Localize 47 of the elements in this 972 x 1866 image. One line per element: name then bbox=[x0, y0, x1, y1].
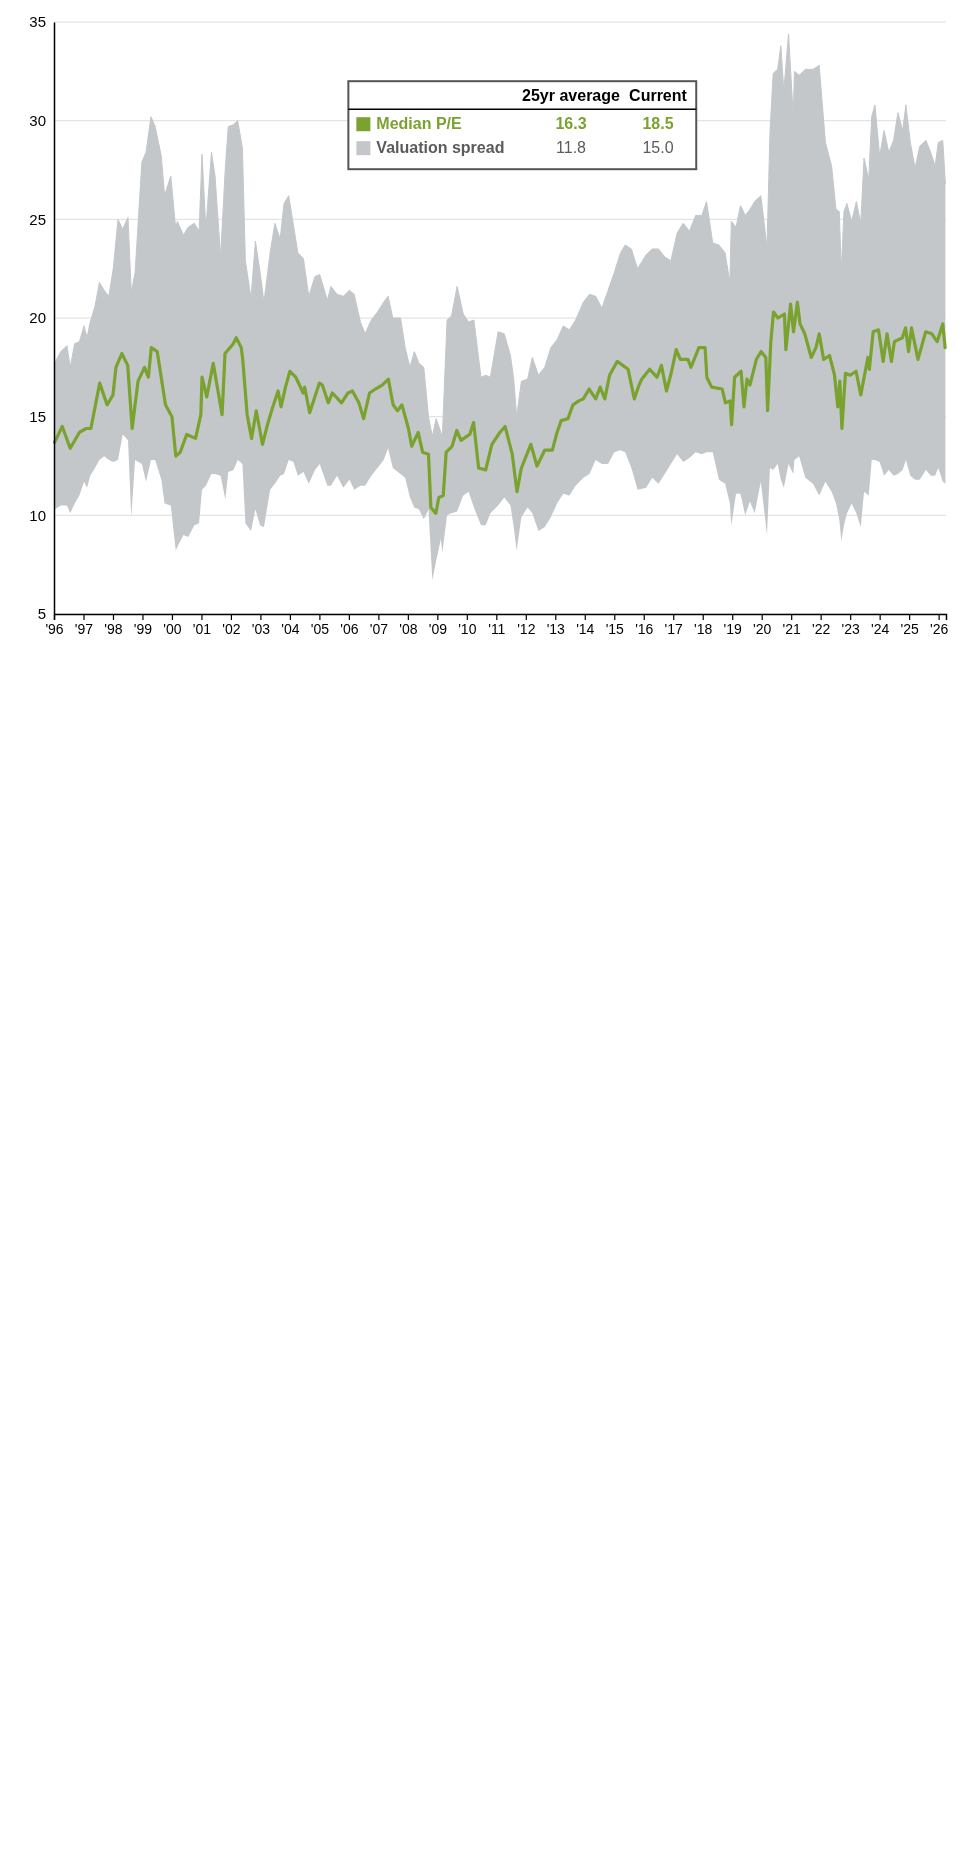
x-tick-label: '21 bbox=[782, 620, 802, 637]
x-tick-label: '97 bbox=[74, 620, 94, 637]
x-tick-label: '23 bbox=[841, 620, 860, 637]
x-tick-label: '00 bbox=[163, 620, 182, 637]
y-tick-label: 20 bbox=[29, 309, 46, 327]
legend-label: Median P/E bbox=[376, 115, 463, 133]
x-tick-label: '13 bbox=[546, 620, 566, 637]
y-tick-label: 15 bbox=[29, 407, 46, 425]
x-tick-label: '10 bbox=[458, 620, 477, 637]
y-tick-label: 10 bbox=[29, 506, 46, 524]
x-tick-label: '06 bbox=[340, 620, 359, 637]
x-tick-label: '24 bbox=[871, 620, 890, 637]
x-tick-label: '26 bbox=[930, 620, 949, 637]
annotation: Current bbox=[629, 87, 688, 105]
legend-label: Valuation spread bbox=[376, 139, 505, 157]
x-tick-label: '05 bbox=[310, 620, 330, 637]
x-tick-label: '14 bbox=[576, 620, 595, 637]
x-tick-label: '22 bbox=[812, 620, 831, 637]
y-tick-label: 30 bbox=[29, 111, 46, 129]
y-tick-label: 35 bbox=[29, 13, 46, 31]
x-tick-label: '04 bbox=[281, 620, 300, 637]
line-series bbox=[52, 300, 947, 515]
y-tick-label: 5 bbox=[37, 605, 46, 623]
y-tick-label: 25 bbox=[29, 210, 46, 228]
x-tick-label: '09 bbox=[428, 620, 448, 637]
x-tick-label: '98 bbox=[104, 620, 123, 637]
x-tick-label: '99 bbox=[133, 620, 153, 637]
x-tick-label: '15 bbox=[605, 620, 625, 637]
x-tick-label: '18 bbox=[694, 620, 713, 637]
x-tick-label: '12 bbox=[517, 620, 536, 637]
annotation: 16.3 bbox=[555, 115, 587, 133]
annotation: 11.8 bbox=[556, 139, 587, 157]
x-tick-label: '08 bbox=[399, 620, 418, 637]
x-tick-label: '17 bbox=[664, 620, 684, 637]
annotation: 18.5 bbox=[642, 115, 674, 133]
annotation: 15.0 bbox=[642, 139, 674, 157]
x-tick-label: '11 bbox=[488, 620, 506, 637]
x-tick-label: '03 bbox=[251, 620, 271, 637]
x-tick-label: '07 bbox=[369, 620, 389, 637]
x-tick-label: '02 bbox=[222, 620, 241, 637]
annotation: 25yr average bbox=[522, 87, 621, 105]
x-tick-label: '19 bbox=[723, 620, 743, 637]
x-tick-label: '20 bbox=[753, 620, 772, 637]
x-tick-label: '25 bbox=[900, 620, 919, 637]
x-tick-label: '16 bbox=[635, 620, 654, 637]
x-tick-label: '96 bbox=[45, 620, 64, 637]
x-tick-label: '01 bbox=[192, 620, 212, 637]
